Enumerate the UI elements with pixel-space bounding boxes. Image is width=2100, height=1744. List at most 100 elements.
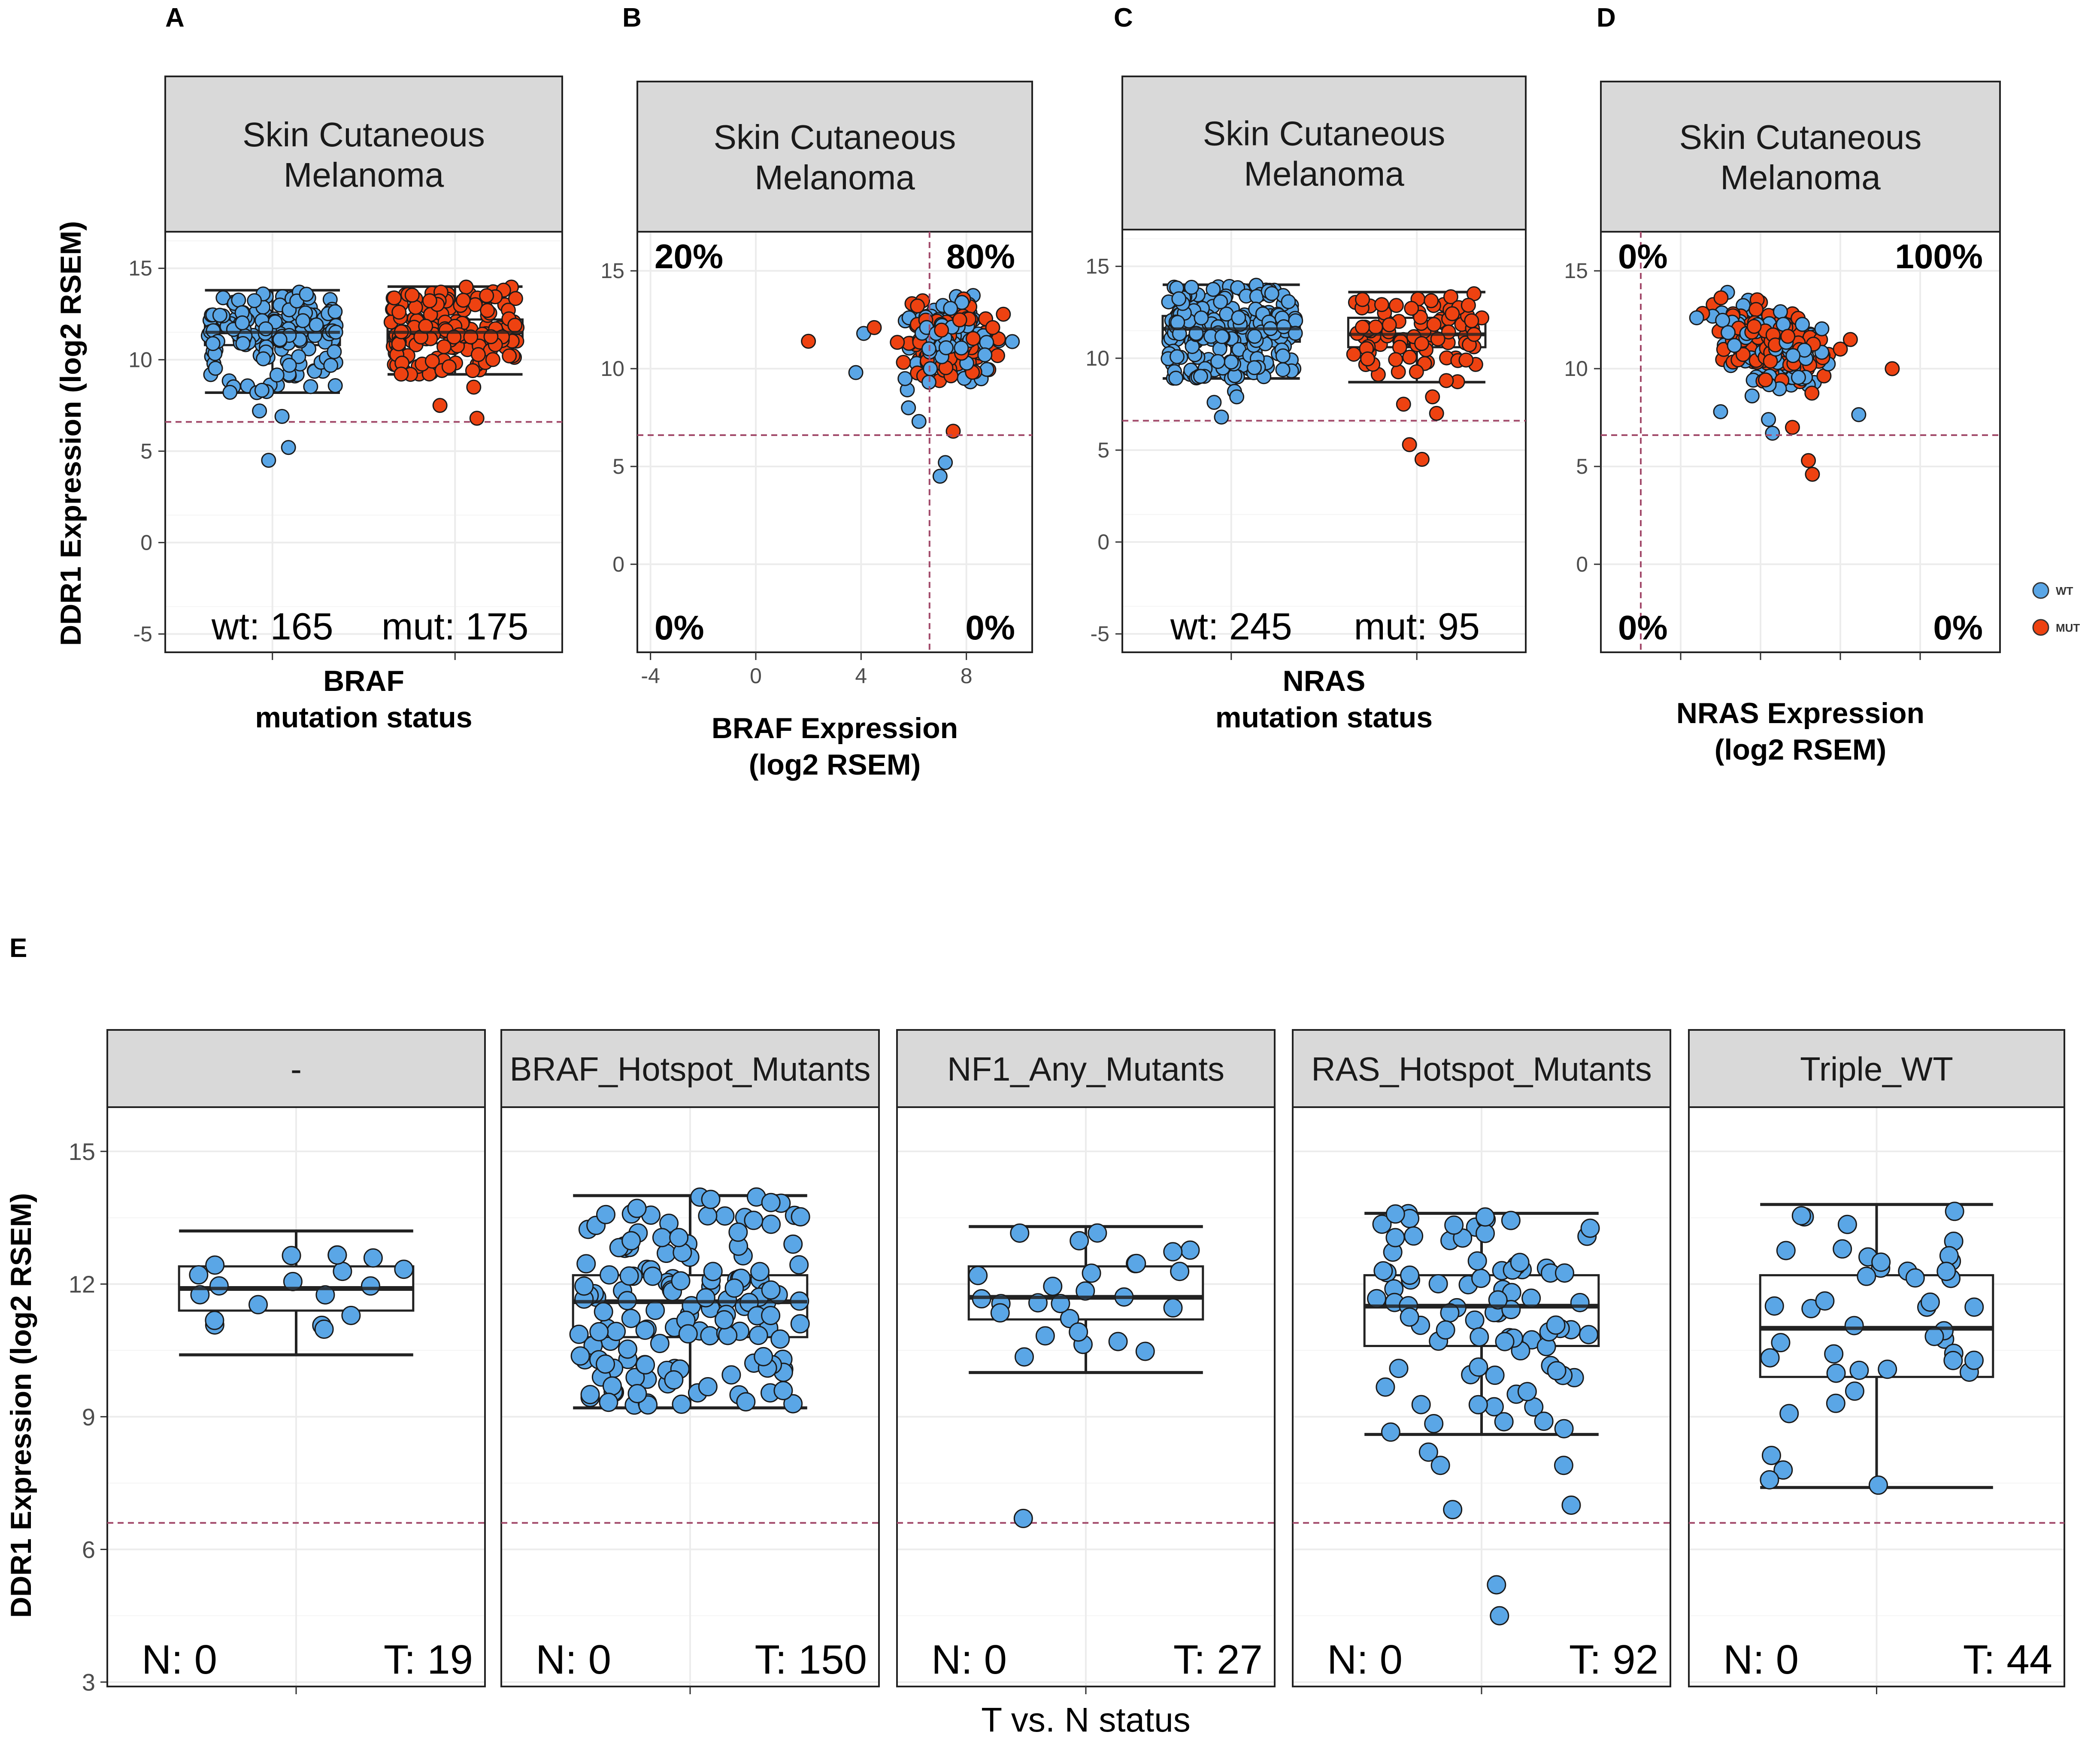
point-e3 <box>1494 1412 1514 1432</box>
point-e1 <box>600 1265 619 1285</box>
point-b-mut <box>952 312 967 327</box>
quadrant-bottom-left-b: 0% <box>655 609 704 647</box>
point-c-wt <box>1210 354 1226 369</box>
point-e1 <box>724 1278 744 1298</box>
point-a-wt <box>254 382 270 398</box>
point-e1 <box>602 1376 622 1396</box>
point-e4 <box>1868 1475 1888 1495</box>
point-e1 <box>619 1266 639 1286</box>
point-e3 <box>1430 1456 1450 1475</box>
point-c-mut <box>1402 437 1417 452</box>
point-e1 <box>703 1262 723 1281</box>
point-e4 <box>1878 1359 1897 1379</box>
point-a-wt <box>269 367 285 383</box>
point-e3 <box>1510 1253 1530 1272</box>
point-c-mut <box>1396 397 1411 412</box>
point-e3 <box>1501 1211 1521 1230</box>
xlabel-line2-a: mutation status <box>255 701 472 734</box>
point-b-mut <box>896 354 911 370</box>
point-e1 <box>669 1228 689 1247</box>
point-e1 <box>761 1305 781 1325</box>
xlabel-line2-c: mutation status <box>1215 701 1433 734</box>
point-d-outlier <box>1885 361 1900 376</box>
point-e2 <box>990 1303 1010 1323</box>
point-e0 <box>282 1246 301 1266</box>
point-e3 <box>1385 1204 1405 1224</box>
point-a-wt <box>291 349 306 364</box>
point-e2 <box>1069 1322 1088 1342</box>
n-label-e4: N: 0 <box>1723 1637 1799 1683</box>
strip-header-e3 <box>1292 1029 1671 1108</box>
point-a-wt <box>295 313 311 328</box>
point-e1 <box>698 1377 718 1396</box>
point-d-wt <box>1794 317 1810 332</box>
point-e0 <box>363 1248 383 1268</box>
point-e2 <box>1070 1231 1089 1250</box>
point-e3 <box>1488 1290 1508 1310</box>
point-a-mut <box>436 339 452 354</box>
point-a-wt <box>281 440 296 455</box>
point-e4 <box>1760 1470 1779 1490</box>
ytick-label-a: 5 <box>140 439 152 463</box>
point-a-mut <box>485 352 500 367</box>
ytick-label-b: 5 <box>612 454 624 478</box>
point-e3 <box>1555 1263 1574 1283</box>
point-e3 <box>1468 1395 1488 1414</box>
point-e1 <box>621 1231 641 1250</box>
xlabel-e: T vs. N status <box>981 1701 1191 1739</box>
point-e1 <box>714 1310 734 1329</box>
point-c-wt <box>1214 409 1229 425</box>
point-c-wt <box>1206 282 1221 297</box>
strip-header-b <box>636 81 1033 233</box>
point-e3 <box>1561 1495 1581 1515</box>
n-label-e2: N: 0 <box>931 1637 1007 1683</box>
point-c-wt <box>1247 329 1262 344</box>
ytick-label-d: 5 <box>1576 454 1588 478</box>
point-e3 <box>1376 1377 1395 1397</box>
point-c-wt <box>1224 354 1239 370</box>
xlabel-line1-a: BRAF <box>323 665 404 697</box>
ytick-label-c: 0 <box>1097 530 1109 554</box>
point-e4 <box>1771 1333 1791 1353</box>
point-e3 <box>1470 1327 1489 1347</box>
point-c-mut <box>1414 451 1430 467</box>
point-c-mut <box>1360 351 1375 366</box>
point-e1 <box>696 1288 715 1308</box>
quadrant-bottom-left-d: 0% <box>1618 609 1668 647</box>
strip-header-d <box>1600 81 2001 233</box>
point-e1 <box>672 1394 691 1414</box>
point-a-mut <box>408 300 423 315</box>
point-e4 <box>1964 1350 1984 1370</box>
ytick-label-e: 3 <box>82 1669 95 1696</box>
point-e3 <box>1487 1575 1506 1595</box>
point-e2 <box>1051 1294 1070 1314</box>
point-a-mut <box>432 398 448 413</box>
point-a-wt <box>256 351 271 366</box>
quadrant-bottom-right-b: 0% <box>965 609 1015 647</box>
point-c-mut <box>1355 292 1370 307</box>
strip-title-line1-b: Skin Cutaneous <box>714 118 956 156</box>
strip-title-e0: - <box>291 1050 302 1088</box>
ytick-label-a: -5 <box>133 622 152 646</box>
point-a-mut <box>394 366 409 382</box>
xlabel-line1-b: BRAF Expression <box>712 712 958 745</box>
point-c-mut <box>1425 389 1440 405</box>
strip-title-e2: NF1_Any_Mutants <box>947 1050 1224 1088</box>
point-a-wt <box>231 292 246 308</box>
point-e3 <box>1436 1320 1455 1340</box>
point-a-mut <box>391 304 407 320</box>
point-e4 <box>1760 1348 1780 1368</box>
point-e3 <box>1400 1307 1419 1327</box>
point-a-wt <box>247 293 262 309</box>
point-c-wt <box>1193 369 1208 384</box>
point-e1 <box>783 1234 803 1254</box>
point-e4 <box>1824 1344 1844 1364</box>
point-e1 <box>678 1324 698 1344</box>
point-d-mut <box>1713 290 1729 306</box>
strip-header-e0 <box>106 1029 486 1108</box>
point-e3 <box>1444 1215 1464 1235</box>
t-label-e4: T: 44 <box>1963 1637 2052 1683</box>
point-a-mut <box>470 347 486 362</box>
point-c-wt <box>1169 349 1185 364</box>
point-a-wt <box>303 379 318 394</box>
